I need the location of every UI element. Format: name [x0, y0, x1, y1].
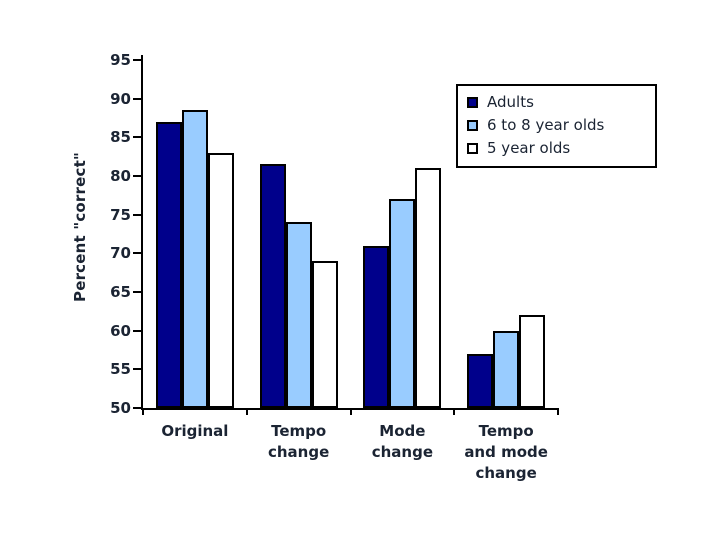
y-tick-label: 55 [110, 360, 131, 379]
x-tick-label: Original [161, 422, 229, 440]
bar-5-year-olds [311, 261, 338, 408]
y-axis-title: Percent "correct" [71, 152, 89, 302]
y-tick [133, 97, 141, 100]
y-tick [133, 213, 141, 216]
legend-label-5-year-olds: 5 year olds [487, 139, 571, 157]
y-tick-label: 75 [110, 205, 131, 224]
y-tick-label: 90 [110, 89, 131, 108]
y-axis-line [141, 55, 143, 410]
x-tick-label: Tempo and mode change [464, 422, 548, 482]
bars-layer [143, 55, 558, 408]
y-tick [133, 252, 141, 255]
legend-row: Adults [467, 91, 646, 114]
y-tick [133, 368, 141, 371]
x-tick-label: Tempo change [267, 422, 330, 461]
legend-row: 5 year olds [467, 137, 646, 160]
y-tick-label: 85 [110, 128, 131, 147]
bar-group [454, 315, 558, 408]
y-tick [133, 291, 141, 293]
plot-area: Original Tempo change Mode change Tempo and… [110, 51, 559, 482]
y-tick-label: 60 [110, 321, 131, 340]
y-tick-label: 80 [110, 167, 131, 185]
y-tick [133, 136, 141, 139]
y-tick [133, 329, 141, 332]
bar-group [247, 164, 351, 408]
bar-adults [467, 353, 494, 408]
legend: Adults 6 to 8 year olds 5 year olds [456, 84, 657, 168]
bar-6-to-8-year-olds [493, 330, 520, 408]
bar-group [143, 110, 247, 408]
legend-label-adults: Adults [487, 93, 534, 111]
legend-swatch-6-to-8-year-olds [467, 120, 478, 131]
bar-5-year-olds [207, 152, 234, 408]
legend-row: 6 to 8 year olds [467, 114, 646, 137]
bar-adults [259, 164, 286, 408]
bar-6-to-8-year-olds [389, 199, 416, 408]
y-tick-label: 65 [110, 283, 131, 301]
y-tick-label: 50 [110, 399, 131, 417]
x-tick-label: Mode change [371, 422, 434, 461]
y-tick [133, 175, 141, 177]
legend-swatch-adults [467, 97, 478, 108]
bar-adults [363, 245, 390, 408]
bar-6-to-8-year-olds [285, 222, 312, 408]
x-tick [245, 408, 248, 415]
bar-adults [155, 121, 182, 408]
bar-5-year-olds [519, 315, 546, 408]
bar-6-to-8-year-olds [181, 110, 208, 408]
x-tick [557, 408, 559, 415]
y-tick [133, 59, 141, 61]
x-tick [142, 408, 144, 415]
y-tick [133, 407, 141, 409]
y-tick-label: 70 [110, 244, 131, 263]
y-tick-label: 95 [110, 51, 131, 69]
bar-group [351, 168, 455, 408]
legend-swatch-5-year-olds [467, 143, 478, 154]
bar-5-year-olds [415, 168, 442, 408]
x-tick [349, 408, 352, 415]
x-tick [453, 408, 456, 415]
legend-label-6-to-8-year-olds: 6 to 8 year olds [487, 116, 605, 134]
